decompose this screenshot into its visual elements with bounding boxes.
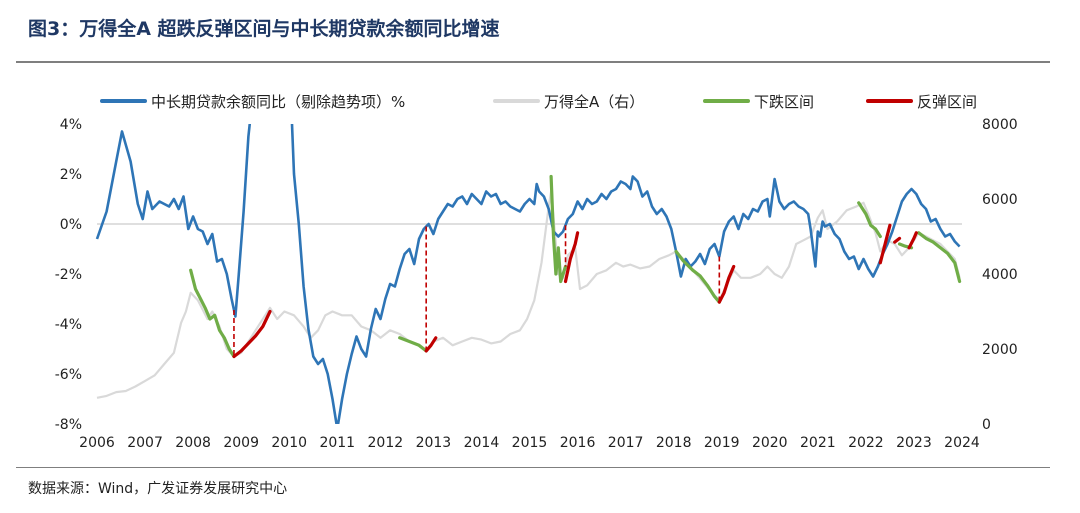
x-tick-label: 2009 <box>223 435 259 451</box>
x-tick-label: 2010 <box>271 435 307 451</box>
chart-title: 图3：万得全A 超跌反弹区间与中长期贷款余额同比增速 <box>28 18 500 40</box>
axes: 4% 2% 0% -2% -4% -6% -8% 8000 6000 4000 2000 0 2006 2… <box>55 117 1018 451</box>
x-tick-label: 2008 <box>175 435 211 451</box>
decline-segment-3 <box>549 174 568 284</box>
series-line-loan <box>95 124 961 424</box>
rebound-segment-1 <box>232 309 272 359</box>
x-tick-label: 2007 <box>127 435 163 451</box>
x-tick-label: 2012 <box>368 435 404 451</box>
x-tick-label: 2006 <box>79 435 115 451</box>
y-left-tick-label: -6% <box>55 367 82 383</box>
x-tick-label: 2023 <box>896 435 932 451</box>
decline-segment-1 <box>189 268 236 359</box>
legend-label-index: 万得全A（右） <box>544 93 644 111</box>
x-tick-label: 2024 <box>944 435 980 451</box>
x-tick-label: 2013 <box>416 435 452 451</box>
x-tick-label: 2016 <box>560 435 596 451</box>
rebound-segment-5 <box>878 223 892 265</box>
rebound-segment-4 <box>717 264 736 304</box>
decline-segment-5 <box>857 201 882 239</box>
y-left-tick-label: 2% <box>60 167 82 183</box>
x-tick-label: 2015 <box>512 435 548 451</box>
rebound-segment-3 <box>563 231 580 284</box>
y-right-tick-label: 2000 <box>982 342 1018 358</box>
y-right-tick-label: 4000 <box>982 267 1018 283</box>
plot-area <box>95 124 962 424</box>
x-tick-label: 2019 <box>704 435 740 451</box>
y-right-tick-label: 8000 <box>982 117 1018 133</box>
x-tick-label: 2011 <box>319 435 355 451</box>
y-right-tick-label: 6000 <box>982 192 1018 208</box>
legend-label-rebound: 反弹区间 <box>917 93 977 111</box>
y-left-tick-label: -8% <box>55 417 82 433</box>
decline-segment-2 <box>398 336 428 353</box>
y-right-tick-label: 0 <box>982 417 991 433</box>
bottom-divider <box>16 467 1050 468</box>
x-tick-label: 2014 <box>464 435 500 451</box>
y-left-tick-label: 4% <box>60 117 82 133</box>
x-tick-label: 2018 <box>656 435 692 451</box>
rebound-segment-2 <box>424 336 438 353</box>
decline-segment-7 <box>917 231 962 284</box>
y-left-tick-label: -2% <box>55 267 82 283</box>
legend-label-loan: 中长期贷款余额同比（剔除趋势项）% <box>151 93 405 111</box>
x-tick-label: 2022 <box>848 435 884 451</box>
source-note: 数据来源：Wind，广发证券发展研究中心 <box>28 481 288 497</box>
rebound-segment-6 <box>893 236 902 244</box>
legend: 中长期贷款余额同比（剔除趋势项）% 万得全A（右） 下跌区间 反弹区间 <box>100 93 977 111</box>
decline-segment-4 <box>674 249 721 304</box>
x-tick-label: 2021 <box>800 435 836 451</box>
rebound-segment-7 <box>907 231 918 250</box>
x-tick-label: 2017 <box>608 435 644 451</box>
loan-series-group <box>95 124 961 424</box>
y-left-tick-label: -4% <box>55 317 82 333</box>
y-left-tick-label: 0% <box>60 217 82 233</box>
series-line-index <box>96 190 961 399</box>
x-tick-label: 2020 <box>752 435 788 451</box>
top-divider <box>16 61 1050 63</box>
legend-label-decline: 下跌区间 <box>754 93 814 111</box>
